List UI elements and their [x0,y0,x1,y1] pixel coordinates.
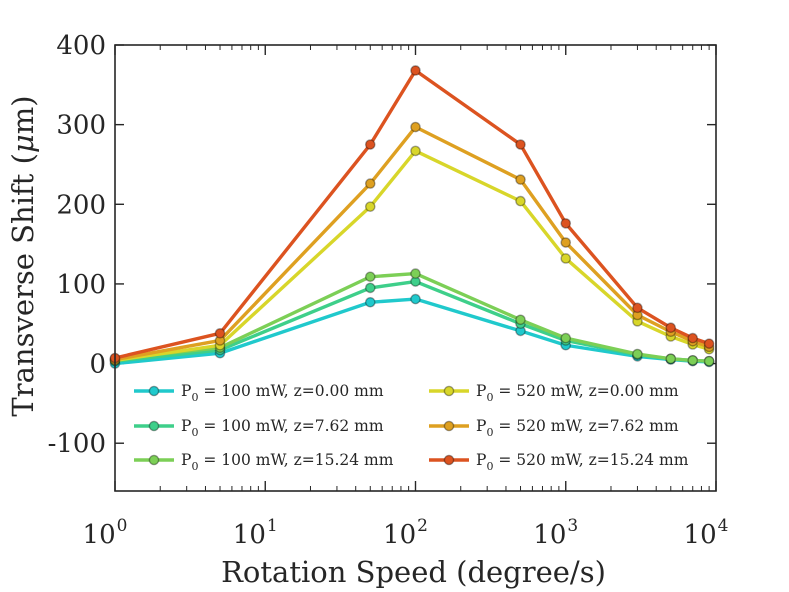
series-5 [109,121,715,365]
legend-label: P0 = 520 mW, z=7.62 mm [476,417,679,439]
data-point [703,338,715,349]
legend-label: P0 = 100 mW, z=15.24 mm [181,451,394,473]
legend: P0 = 100 mW, z=0.00 mm P0 = 100 mW, z=7.6… [134,382,689,473]
data-point [410,268,421,279]
data-point [364,271,376,283]
legend-marker [443,454,455,466]
legend-label: P0 = 100 mW, z=7.62 mm [181,417,384,439]
plot-series [109,65,715,369]
x-tick-label: 103 [533,516,578,550]
data-point [687,332,699,344]
y-axis-label: Transverse Shift (μm) [6,95,40,416]
data-point [560,237,572,248]
x-tick-label: 102 [383,516,428,550]
y-tick-label: -100 [48,429,106,459]
series-1 [109,293,715,369]
data-point [703,355,715,367]
data-point [665,322,677,334]
data-point [560,253,572,264]
data-point [515,314,526,326]
y-tick-label: 100 [56,270,106,300]
legend-label: P0 = 100 mW, z=0.00 mm [181,382,384,404]
data-point [364,296,376,308]
data-point [410,145,421,157]
series-4 [109,145,715,366]
legend-item: P0 = 520 mW, z=15.24 mm [429,451,689,473]
data-point [515,195,526,207]
data-point [632,302,643,314]
y-axis-label-unit: m) [6,95,40,134]
data-point [410,65,421,76]
legend-item: P0 = 100 mW, z=7.62 mm [134,417,384,439]
data-point [410,293,421,305]
series-line [114,297,710,366]
y-axis-label-mu: μ [6,134,40,153]
data-point [214,328,226,339]
data-point [632,348,643,360]
y-tick-label: 400 [56,31,106,61]
legend-label: P0 = 520 mW, z=0.00 mm [476,382,679,404]
data-point [364,139,376,150]
data-point [364,201,376,212]
data-point [515,139,526,150]
series-line [114,125,710,362]
series-line [114,149,710,363]
legend-label: P0 = 520 mW, z=15.24 mm [476,451,689,473]
x-tick-labels: 100 101 102 103 104 [83,516,729,550]
y-tick-label: 0 [89,350,106,380]
tick-marks [114,44,717,491]
data-point [364,282,376,294]
y-axis-label-text: Transverse Shift ( [6,153,40,416]
legend-item: P0 = 520 mW, z=0.00 mm [429,382,679,404]
x-axis-label: Rotation Speed (degree/s) [221,555,606,589]
legend-marker [148,420,160,432]
data-point [687,355,699,366]
data-point [560,218,572,229]
legend-item: P0 = 100 mW, z=0.00 mm [134,382,384,404]
y-tick-label: 300 [56,111,106,141]
data-point [515,174,526,185]
data-point [665,353,677,365]
legend-marker [148,385,160,397]
legend-item: P0 = 520 mW, z=7.62 mm [429,417,679,439]
data-point [410,121,421,133]
legend-item: P0 = 100 mW, z=15.24 mm [134,451,394,473]
legend-marker [148,454,160,466]
axes-box [114,44,717,492]
legend-marker [443,385,455,397]
data-point [560,332,572,344]
series-6 [109,65,715,364]
x-tick-label: 104 [684,516,729,550]
y-tick-label: 200 [56,190,106,220]
x-tick-label: 101 [233,516,278,550]
x-tick-label: 100 [83,516,128,550]
series-line [114,271,710,363]
legend-marker [443,420,455,432]
y-tick-labels: 400 300 200 100 0 -100 [48,31,106,459]
series-line [114,68,710,360]
data-point [364,178,376,189]
